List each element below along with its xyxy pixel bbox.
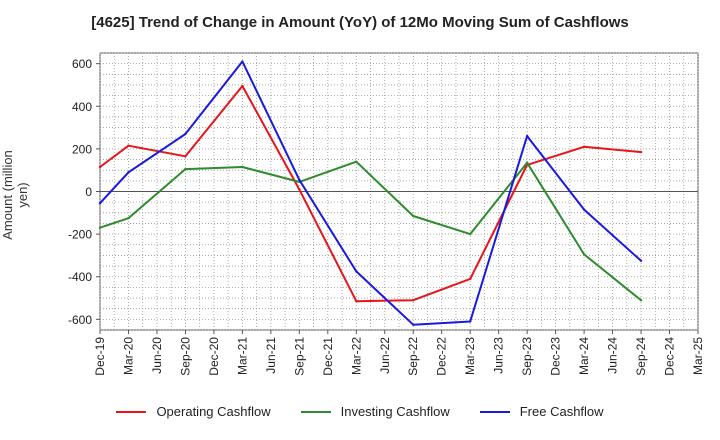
x-tick-label: Jun-23 — [492, 337, 506, 374]
chart-title: [4625] Trend of Change in Amount (YoY) o… — [91, 14, 629, 31]
data-point — [412, 298, 415, 302]
data-point — [127, 144, 130, 147]
x-tick-label: Mar-21 — [235, 337, 249, 375]
data-point — [639, 150, 643, 154]
legend-swatch — [116, 410, 147, 413]
x-tick-label: Dec-23 — [549, 337, 563, 376]
data-point — [241, 60, 244, 63]
x-tick-label: Dec-20 — [207, 337, 221, 376]
data-point — [184, 132, 187, 136]
x-tick-label: Jun-24 — [606, 337, 620, 374]
y-tick-label: -400 — [68, 270, 92, 284]
y-tick-label: -600 — [68, 313, 92, 327]
data-point — [412, 323, 415, 326]
series-line-free-cashflow — [99, 60, 642, 326]
data-point — [468, 320, 472, 323]
series-line-operating-cashflow — [99, 85, 642, 303]
data-point — [525, 134, 529, 138]
data-point — [355, 270, 358, 273]
legend-item: Operating Cashflow — [116, 404, 271, 419]
data-point — [184, 167, 187, 171]
data-point — [298, 178, 301, 181]
y-tick-label: 200 — [72, 142, 92, 156]
data-point — [525, 161, 529, 164]
x-tick-label: Mar-25 — [691, 337, 705, 375]
data-point — [639, 259, 643, 262]
y-tick-label: 0 — [85, 185, 92, 199]
data-point — [468, 277, 472, 281]
y-tick-label: 400 — [72, 100, 92, 114]
y-tick-label: 600 — [72, 57, 92, 71]
legend-swatch — [300, 410, 331, 413]
x-tick-label: Sep-20 — [178, 337, 192, 376]
x-tick-label: Dec-24 — [663, 337, 677, 376]
data-point — [241, 84, 244, 88]
legend-item: Investing Cashflow — [300, 404, 450, 419]
x-tick-label: Sep-23 — [520, 337, 534, 376]
data-point — [98, 226, 102, 229]
x-tick-label: Mar-20 — [121, 337, 135, 375]
data-point — [127, 216, 130, 220]
data-point — [98, 202, 102, 205]
x-tick-label: Mar-23 — [463, 337, 477, 375]
data-point — [98, 165, 102, 169]
x-tick-label: Jun-21 — [264, 337, 278, 374]
data-point — [298, 188, 301, 191]
data-point — [355, 300, 358, 303]
data-point — [639, 298, 643, 302]
legend: Operating Cashflow Investing Cashflow Free… — [0, 404, 720, 419]
data-point — [582, 145, 586, 148]
legend-swatch — [479, 410, 510, 413]
legend-label: Operating Cashflow — [156, 404, 271, 419]
data-point — [127, 171, 130, 174]
legend-label: Free Cashflow — [519, 404, 604, 419]
x-tick-label: Sep-24 — [634, 337, 648, 376]
data-point — [468, 232, 472, 236]
x-tick-label: Dec-21 — [321, 337, 335, 376]
data-point — [582, 208, 586, 211]
legend-label: Investing Cashflow — [340, 404, 450, 419]
data-point — [184, 155, 187, 158]
data-point — [355, 160, 358, 163]
y-tick-label: -200 — [68, 228, 92, 242]
data-point — [582, 253, 586, 256]
x-tick-label: Dec-22 — [435, 337, 449, 376]
x-tick-label: Jun-22 — [378, 337, 392, 374]
legend-item: Free Cashflow — [479, 404, 604, 419]
x-tick-label: Jun-20 — [150, 337, 164, 374]
x-tick-label: Dec-19 — [93, 337, 107, 376]
x-tick-label: Sep-21 — [292, 337, 306, 376]
x-tick-label: Mar-24 — [577, 337, 591, 375]
x-tick-label: Sep-22 — [406, 337, 420, 376]
data-point — [412, 214, 415, 218]
data-point — [241, 165, 244, 169]
x-tick-label: Mar-22 — [349, 337, 363, 375]
